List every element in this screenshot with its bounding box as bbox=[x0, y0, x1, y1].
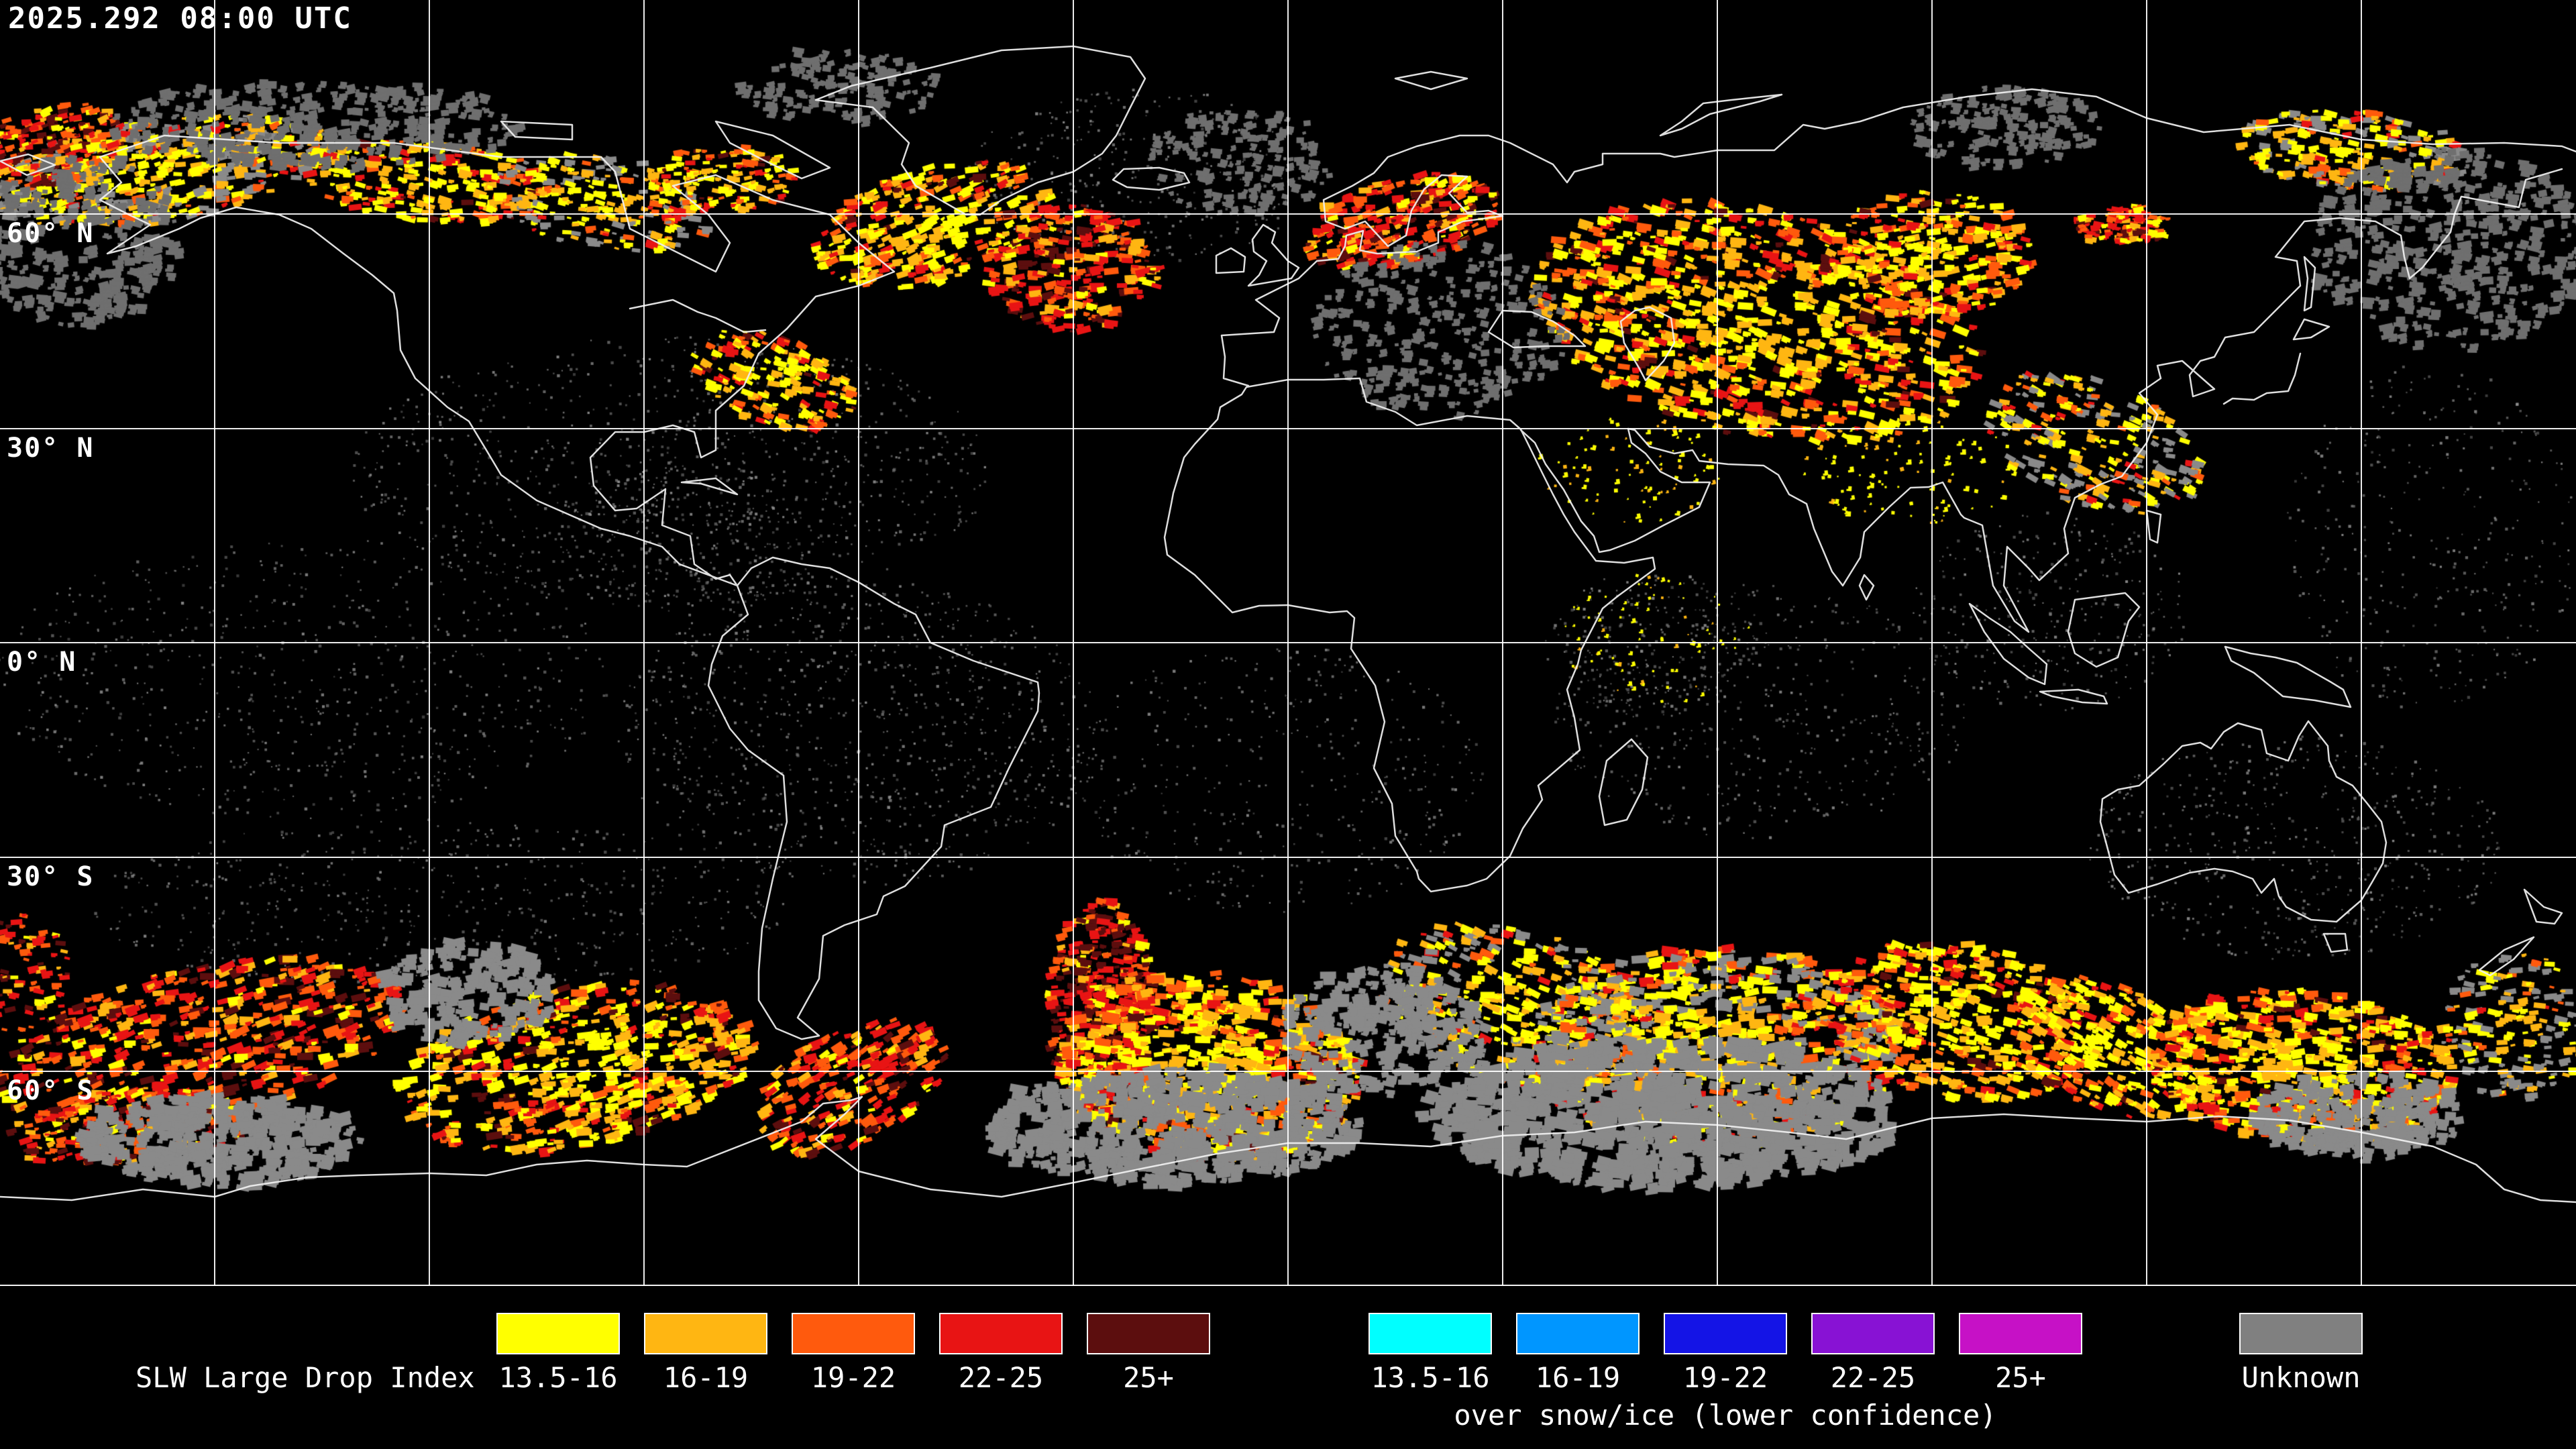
coast-madagascar bbox=[1598, 738, 1649, 826]
latitude-label: 0° N bbox=[7, 647, 77, 678]
legend-bar: SLW Large Drop Index 13.5-16 16-19 19-22 22… bbox=[0, 1286, 2576, 1449]
unknown-label: Unknown bbox=[2241, 1361, 2361, 1394]
ldi-range-22-25-label: 22-25 bbox=[958, 1361, 1044, 1394]
unknown-swatch bbox=[2239, 1313, 2363, 1354]
coast-java bbox=[2039, 688, 2108, 705]
coast-japan-hokkaido bbox=[2292, 318, 2330, 341]
coast-africa bbox=[1163, 377, 1656, 893]
ldi-range-16-19-label: 16-19 bbox=[663, 1361, 749, 1394]
ldi-range-19-22-label: 19-22 bbox=[810, 1361, 896, 1394]
world-map: 60° N 30° N 0° N 30° S 60° S 2025.292 08:00 … bbox=[0, 0, 2576, 1286]
ldi-range-13.5-16-swatch bbox=[496, 1313, 620, 1354]
coast-nz-south bbox=[2478, 936, 2535, 977]
coast-novaya-zemlya bbox=[1659, 93, 1783, 137]
coast-japan-honshu bbox=[2222, 352, 2302, 405]
coast-europe-scandinavia bbox=[1220, 88, 2576, 387]
coast-new-guinea bbox=[2224, 645, 2352, 708]
map-bottom-border bbox=[0, 1285, 2576, 1286]
coast-asia-east-south bbox=[1519, 168, 2563, 633]
ldi-range-25+-label: 25+ bbox=[1123, 1361, 1174, 1394]
coast-sumatra bbox=[1968, 602, 2048, 686]
coast-south-america bbox=[707, 556, 1040, 1040]
coast-great-lakes bbox=[629, 299, 767, 333]
coast-tasmania bbox=[2322, 932, 2349, 953]
coast-svalbard bbox=[1394, 70, 1468, 91]
coast-caspian-sea bbox=[1619, 306, 1676, 382]
legend-title: SLW Large Drop Index bbox=[136, 1361, 475, 1394]
ldi-range-22-25-swatch bbox=[939, 1313, 1063, 1354]
latitude-label: 30° S bbox=[7, 861, 95, 892]
snowice-range-25+-label: 25+ bbox=[1995, 1361, 2046, 1394]
coast-victoria-island bbox=[500, 120, 574, 141]
snowice-range-13.5-16-label: 13.5-16 bbox=[1371, 1361, 1490, 1394]
coast-sri-lanka bbox=[1858, 574, 1875, 601]
snowice-range-22-25-label: 22-25 bbox=[1830, 1361, 1916, 1394]
parallel-gridline bbox=[0, 428, 2576, 429]
ldi-range-16-19-swatch bbox=[644, 1313, 767, 1354]
snowice-range-16-19-label: 16-19 bbox=[1535, 1361, 1621, 1394]
coast-iceland bbox=[1112, 166, 1191, 191]
coast-nz-north bbox=[2523, 888, 2563, 925]
timestamp-label: 2025.292 08:00 UTC bbox=[8, 1, 352, 36]
coast-ireland bbox=[1215, 247, 1246, 274]
parallel-gridline bbox=[0, 1071, 2576, 1072]
coast-australia bbox=[2099, 720, 2387, 923]
parallel-gridline bbox=[0, 857, 2576, 858]
coast-cuba bbox=[680, 477, 739, 496]
snowice-range-19-22-label: 19-22 bbox=[1682, 1361, 1768, 1394]
parallel-gridline bbox=[0, 642, 2576, 643]
coast-greenland bbox=[814, 45, 1146, 216]
coast-borneo bbox=[2067, 592, 2141, 668]
coast-baffin-island bbox=[714, 120, 831, 180]
snowice-range-25+-swatch bbox=[1959, 1313, 2082, 1354]
snowice-range-19-22-swatch bbox=[1664, 1313, 1787, 1354]
snowice-range-22-25-swatch bbox=[1811, 1313, 1935, 1354]
latitude-label: 30° N bbox=[7, 433, 95, 464]
coast-sakhalin bbox=[2303, 256, 2316, 312]
snowice-range-16-19-swatch bbox=[1516, 1313, 1640, 1354]
coast-north-america bbox=[99, 134, 896, 587]
latitude-label: 60° N bbox=[7, 218, 95, 249]
snowice-range-13.5-16-swatch bbox=[1368, 1313, 1492, 1354]
coast-chukotka-fragment bbox=[0, 153, 56, 176]
snow-ice-caption: over snow/ice (lower confidence) bbox=[1454, 1399, 1997, 1432]
coast-black-sea bbox=[1487, 309, 1587, 349]
coast-antarctica bbox=[0, 1095, 2576, 1203]
coast-philippines bbox=[2145, 509, 2162, 544]
ldi-range-13.5-16-label: 13.5-16 bbox=[498, 1361, 618, 1394]
latitude-label: 60° S bbox=[7, 1075, 95, 1106]
ldi-range-19-22-swatch bbox=[792, 1313, 915, 1354]
coastlines-layer bbox=[0, 45, 2576, 1203]
coast-uk bbox=[1247, 223, 1300, 287]
parallel-gridline bbox=[0, 213, 2576, 215]
ldi-range-25+-swatch bbox=[1087, 1313, 1210, 1354]
